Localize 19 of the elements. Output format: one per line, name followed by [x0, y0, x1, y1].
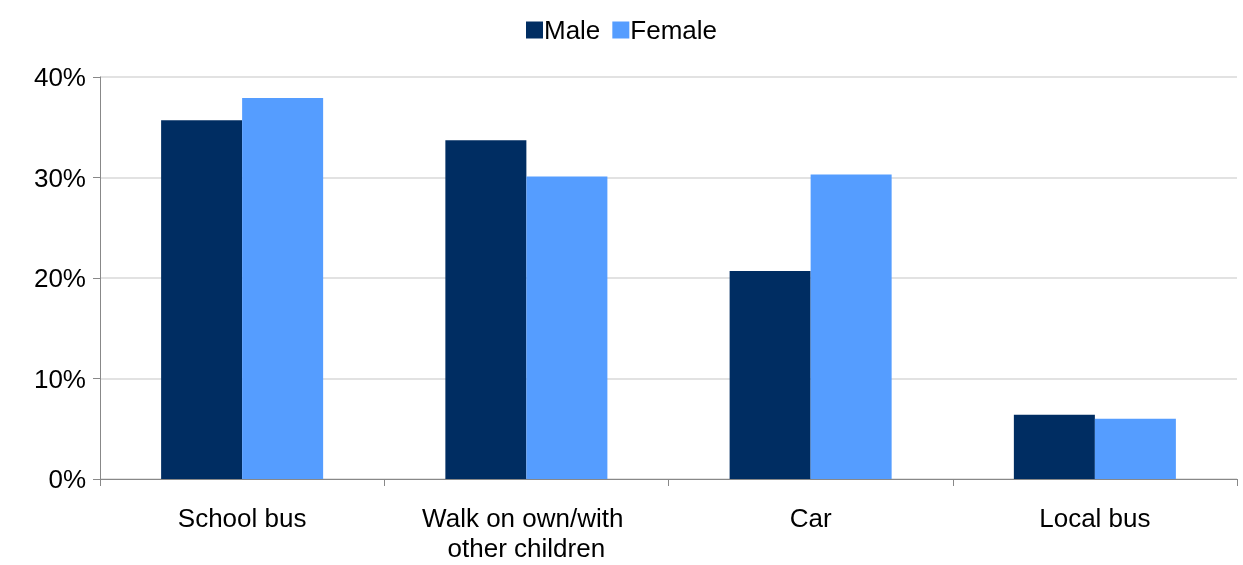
- bar: [526, 176, 608, 479]
- bar: [242, 98, 324, 479]
- x-tick-label: Local bus: [1039, 503, 1151, 533]
- legend-label: Male: [543, 15, 601, 45]
- y-tick-label: 0%: [48, 464, 86, 494]
- y-tick-label: 10%: [33, 363, 86, 394]
- y-tick-label: 30%: [33, 162, 86, 193]
- y-tick-label: 40%: [33, 62, 86, 92]
- x-tick-label: Car: [789, 503, 832, 533]
- x-tick-label: School bus: [177, 503, 307, 533]
- bar: [810, 174, 892, 479]
- x-tick-label: Walk on own/with other children: [422, 503, 631, 563]
- bar: [1094, 418, 1176, 479]
- bar: [161, 120, 243, 479]
- bar: [729, 270, 811, 479]
- bar: [1013, 414, 1095, 479]
- bar: [445, 140, 527, 479]
- legend-label: Female: [630, 15, 718, 45]
- y-tick-label: 20%: [33, 263, 86, 293]
